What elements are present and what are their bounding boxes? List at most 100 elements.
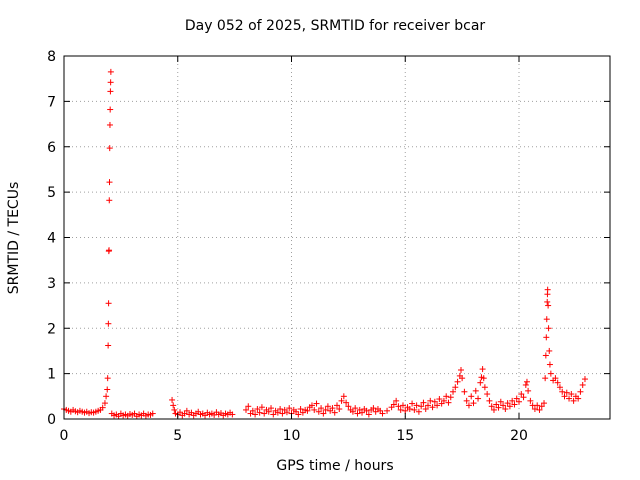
data-point xyxy=(107,106,114,113)
data-point xyxy=(336,406,343,413)
data-point xyxy=(544,298,551,305)
data-point xyxy=(318,405,325,412)
data-point xyxy=(106,145,113,152)
data-point xyxy=(315,408,322,415)
data-point xyxy=(104,386,111,393)
data-point xyxy=(283,409,290,416)
data-point xyxy=(577,388,584,395)
data-point xyxy=(397,406,404,413)
data-point xyxy=(436,396,443,403)
data-point xyxy=(531,406,538,413)
x-tick-label: 0 xyxy=(60,428,69,444)
data-point xyxy=(103,393,110,400)
data-point xyxy=(575,395,582,402)
data-point xyxy=(488,403,495,410)
x-tick-label: 5 xyxy=(173,428,182,444)
data-point xyxy=(311,406,318,413)
data-point xyxy=(104,375,111,382)
data-point xyxy=(570,397,577,404)
data-point xyxy=(422,406,429,413)
data-point xyxy=(106,121,113,128)
data-point xyxy=(477,379,484,386)
data-point xyxy=(379,410,386,417)
data-point xyxy=(106,179,113,186)
data-point xyxy=(527,397,534,404)
data-point xyxy=(279,410,286,417)
data-point xyxy=(516,398,522,405)
data-point xyxy=(411,406,418,413)
data-point xyxy=(270,411,277,418)
data-point xyxy=(538,403,545,410)
data-point xyxy=(393,397,400,404)
data-point xyxy=(249,407,256,414)
data-point xyxy=(546,347,553,354)
data-point xyxy=(500,402,507,409)
y-tick-labels: 0 1 2 3 4 5 6 7 8 xyxy=(47,49,56,428)
data-point xyxy=(452,384,459,391)
data-point xyxy=(258,404,265,411)
data-point xyxy=(343,399,350,406)
data-point xyxy=(542,352,549,359)
data-point xyxy=(506,403,513,410)
data-point xyxy=(395,403,402,410)
x-tick-label: 20 xyxy=(510,428,528,444)
data-point xyxy=(581,376,588,383)
data-point xyxy=(502,406,509,413)
data-point xyxy=(566,395,573,402)
data-point xyxy=(486,397,493,404)
data-point xyxy=(105,320,112,327)
data-point xyxy=(484,391,491,398)
data-point xyxy=(304,407,311,414)
data-point xyxy=(149,410,156,417)
data-point xyxy=(265,408,272,415)
data-point xyxy=(523,378,530,385)
data-point xyxy=(183,407,190,414)
data-point xyxy=(338,397,345,404)
data-point xyxy=(579,381,586,388)
data-point xyxy=(274,409,281,416)
data-point xyxy=(480,375,487,382)
data-point xyxy=(409,400,416,407)
data-point xyxy=(370,405,377,412)
data-point xyxy=(359,409,366,416)
x-tick-label: 15 xyxy=(396,428,414,444)
y-tick-label: 2 xyxy=(47,321,56,337)
data-point xyxy=(542,375,549,382)
data-point xyxy=(308,402,315,409)
x-tick-label: 10 xyxy=(283,428,301,444)
y-tick-label: 3 xyxy=(47,276,56,292)
data-point xyxy=(286,405,293,412)
data-point xyxy=(457,366,464,373)
data-point xyxy=(313,400,320,407)
data-point xyxy=(420,399,427,406)
x-axis-label: GPS time / hours xyxy=(276,458,393,474)
data-point xyxy=(479,366,486,373)
data-point xyxy=(563,389,570,396)
y-tick-label: 4 xyxy=(47,231,56,247)
data-point xyxy=(443,393,450,400)
data-point xyxy=(106,197,113,204)
data-point xyxy=(169,396,176,403)
data-point xyxy=(243,406,249,413)
y-tick-label: 5 xyxy=(47,185,56,201)
x-tick-labels: 0 5 10 15 20 xyxy=(60,428,528,444)
data-point xyxy=(352,405,359,412)
data-point xyxy=(544,286,551,293)
data-point xyxy=(454,378,461,385)
data-point xyxy=(384,407,391,414)
data-point xyxy=(406,406,413,413)
data-point xyxy=(340,393,347,400)
data-point xyxy=(107,79,114,86)
data-point xyxy=(261,410,268,417)
data-point xyxy=(418,403,425,410)
data-point xyxy=(320,410,327,417)
data-point xyxy=(254,406,261,413)
data-point xyxy=(390,401,397,408)
data-point xyxy=(434,402,441,409)
data-point xyxy=(349,408,356,415)
y-tick-label: 0 xyxy=(47,412,56,428)
data-point xyxy=(277,406,284,413)
data-point xyxy=(252,411,259,418)
y-tick-label: 8 xyxy=(47,49,56,65)
